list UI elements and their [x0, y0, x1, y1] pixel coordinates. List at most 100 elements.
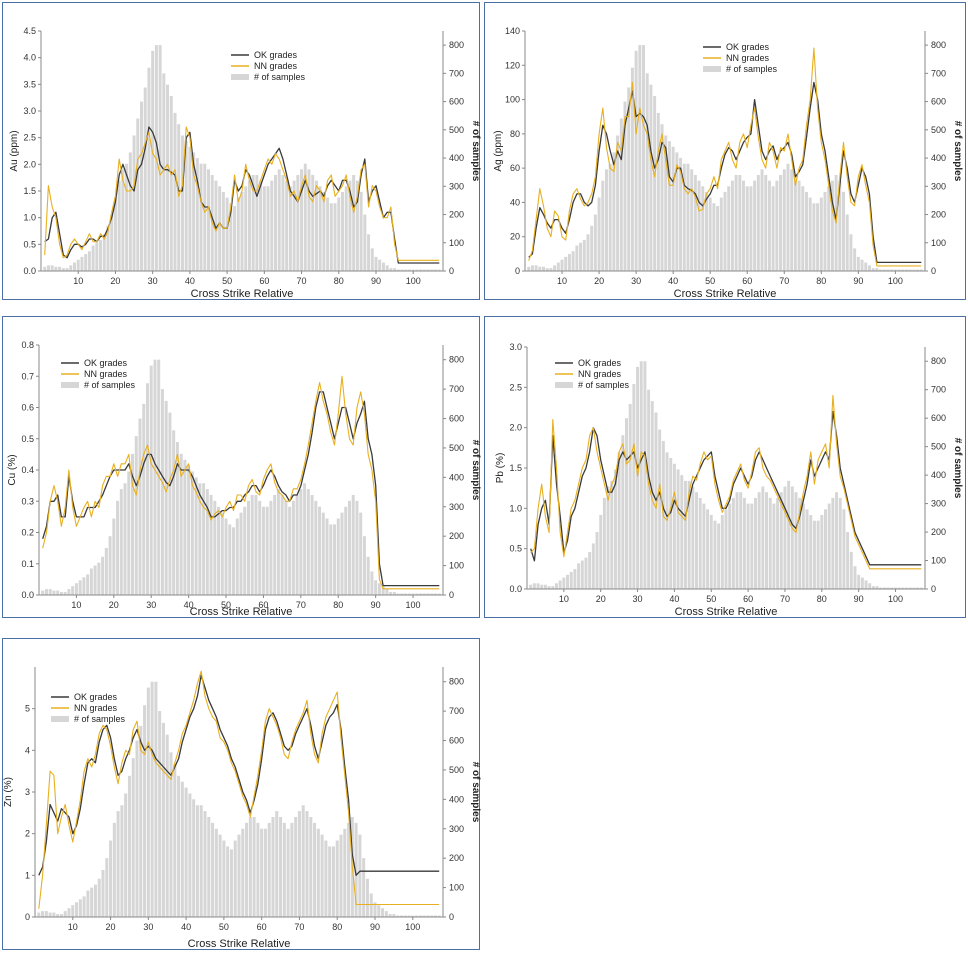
sample-bar — [623, 101, 627, 272]
sample-bar — [271, 817, 275, 917]
sample-bar — [112, 822, 116, 917]
y2-tick-label: 800 — [449, 355, 464, 365]
legend-samples-swatch — [555, 382, 573, 388]
sample-bar — [169, 95, 173, 271]
sample-bar — [676, 469, 680, 589]
sample-bar — [296, 175, 300, 271]
sample-bar — [76, 259, 80, 271]
y-tick-label: 0.5 — [23, 239, 36, 249]
sample-bar — [224, 518, 228, 595]
sample-bar — [573, 569, 577, 589]
sample-bar — [97, 878, 101, 917]
y2-tick-label: 200 — [931, 527, 946, 537]
sample-bar — [658, 429, 662, 589]
sample-bar — [284, 500, 288, 595]
sample-bar — [303, 163, 307, 271]
sample-bar — [619, 118, 623, 271]
sample-bar — [229, 849, 233, 917]
sample-bar — [307, 169, 311, 271]
legend-ok-label: OK grades — [254, 50, 298, 60]
sample-bar — [426, 915, 430, 917]
sample-bar — [716, 206, 720, 271]
sample-bar — [50, 265, 54, 271]
sample-bar — [259, 180, 263, 271]
x-tick-label: 60 — [742, 276, 752, 286]
sample-bar — [374, 256, 378, 271]
sample-bar — [280, 495, 284, 595]
chart-cu: 10 20 30 40 50 60 70 80 90 100 0.0 0.1 0.2 0.3 0.4 0.5 0… — [7, 340, 481, 618]
chart-panel-zn: 10 20 30 40 50 60 70 80 90 100 0 1 2 3 4 5 0 100 200 300 400… — [2, 638, 481, 950]
y2-tick-label: 100 — [449, 238, 464, 248]
sample-bar — [337, 197, 341, 271]
sample-bar — [217, 506, 221, 595]
x-tick-label: 40 — [185, 276, 195, 286]
sample-bar — [728, 503, 732, 589]
sample-bar — [830, 180, 834, 271]
sample-bar — [124, 793, 128, 917]
sample-bar — [555, 583, 558, 589]
sample-bar — [787, 480, 791, 589]
sample-bar — [871, 586, 875, 589]
sample-bar — [812, 520, 816, 589]
sample-bar — [205, 489, 209, 595]
sample-bar — [612, 152, 616, 271]
sample-bar — [175, 442, 179, 595]
sample-bar — [396, 593, 400, 595]
sample-bar — [220, 512, 224, 595]
sample-bar — [288, 506, 292, 595]
sample-bar — [369, 893, 373, 917]
sample-bar — [384, 911, 388, 917]
legend-ok-label: OK grades — [578, 358, 622, 368]
y2-tick-label: 100 — [931, 238, 946, 248]
sample-bar — [63, 911, 67, 917]
sample-bar — [240, 191, 244, 271]
legend-nn-label: NN grades — [74, 703, 118, 713]
legend-nn-label: NN grades — [254, 61, 298, 71]
sample-bar — [318, 506, 322, 595]
sample-bar — [320, 834, 324, 917]
y2-tick-label: 600 — [449, 97, 464, 107]
sample-bar — [590, 225, 594, 271]
sample-bar — [214, 828, 218, 917]
x-tick-label: 30 — [146, 600, 156, 610]
sample-bar — [120, 805, 124, 917]
nn-grades-line — [44, 126, 440, 261]
sample-bar — [373, 902, 377, 917]
sample-bar — [724, 509, 728, 589]
sample-bar — [158, 45, 162, 271]
sample-bar — [276, 489, 280, 595]
sample-bar — [258, 500, 262, 595]
sample-bar — [90, 887, 94, 917]
sample-bar — [577, 563, 581, 589]
x-tick-label: 30 — [631, 276, 641, 286]
sample-bar — [750, 503, 754, 589]
sample-bar — [300, 169, 304, 271]
sample-bar — [608, 163, 612, 271]
sample-bar — [344, 186, 348, 271]
sample-bar — [362, 858, 366, 917]
x-tick-label: 20 — [109, 600, 119, 610]
sample-bar — [890, 269, 894, 271]
sample-bar — [169, 752, 173, 917]
chart-au: 10 20 30 40 50 60 70 80 90 100 0.0 0.5 1.0 1.5 2.0 2.5 3… — [9, 26, 481, 300]
sample-bar — [48, 589, 52, 595]
sample-bar — [636, 366, 640, 589]
sample-bar — [311, 175, 315, 271]
sample-bar — [329, 524, 333, 595]
y-axis-label: Ag (ppm) — [493, 130, 504, 171]
sample-bar — [793, 175, 797, 271]
y2-tick-label: 500 — [449, 125, 464, 135]
sample-bar — [597, 197, 601, 271]
y2-tick-label: 100 — [449, 883, 464, 893]
sample-bar — [136, 118, 140, 271]
x-tick-label: 40 — [184, 600, 194, 610]
x-tick-label: 70 — [297, 276, 307, 286]
sample-bar — [415, 915, 419, 917]
sample-bar — [582, 239, 586, 271]
sample-bar — [184, 141, 188, 271]
sample-bar — [87, 251, 91, 271]
sample-bar — [243, 506, 247, 595]
sample-bar — [842, 509, 846, 589]
sample-bar — [285, 180, 289, 271]
sample-bar — [236, 197, 240, 271]
